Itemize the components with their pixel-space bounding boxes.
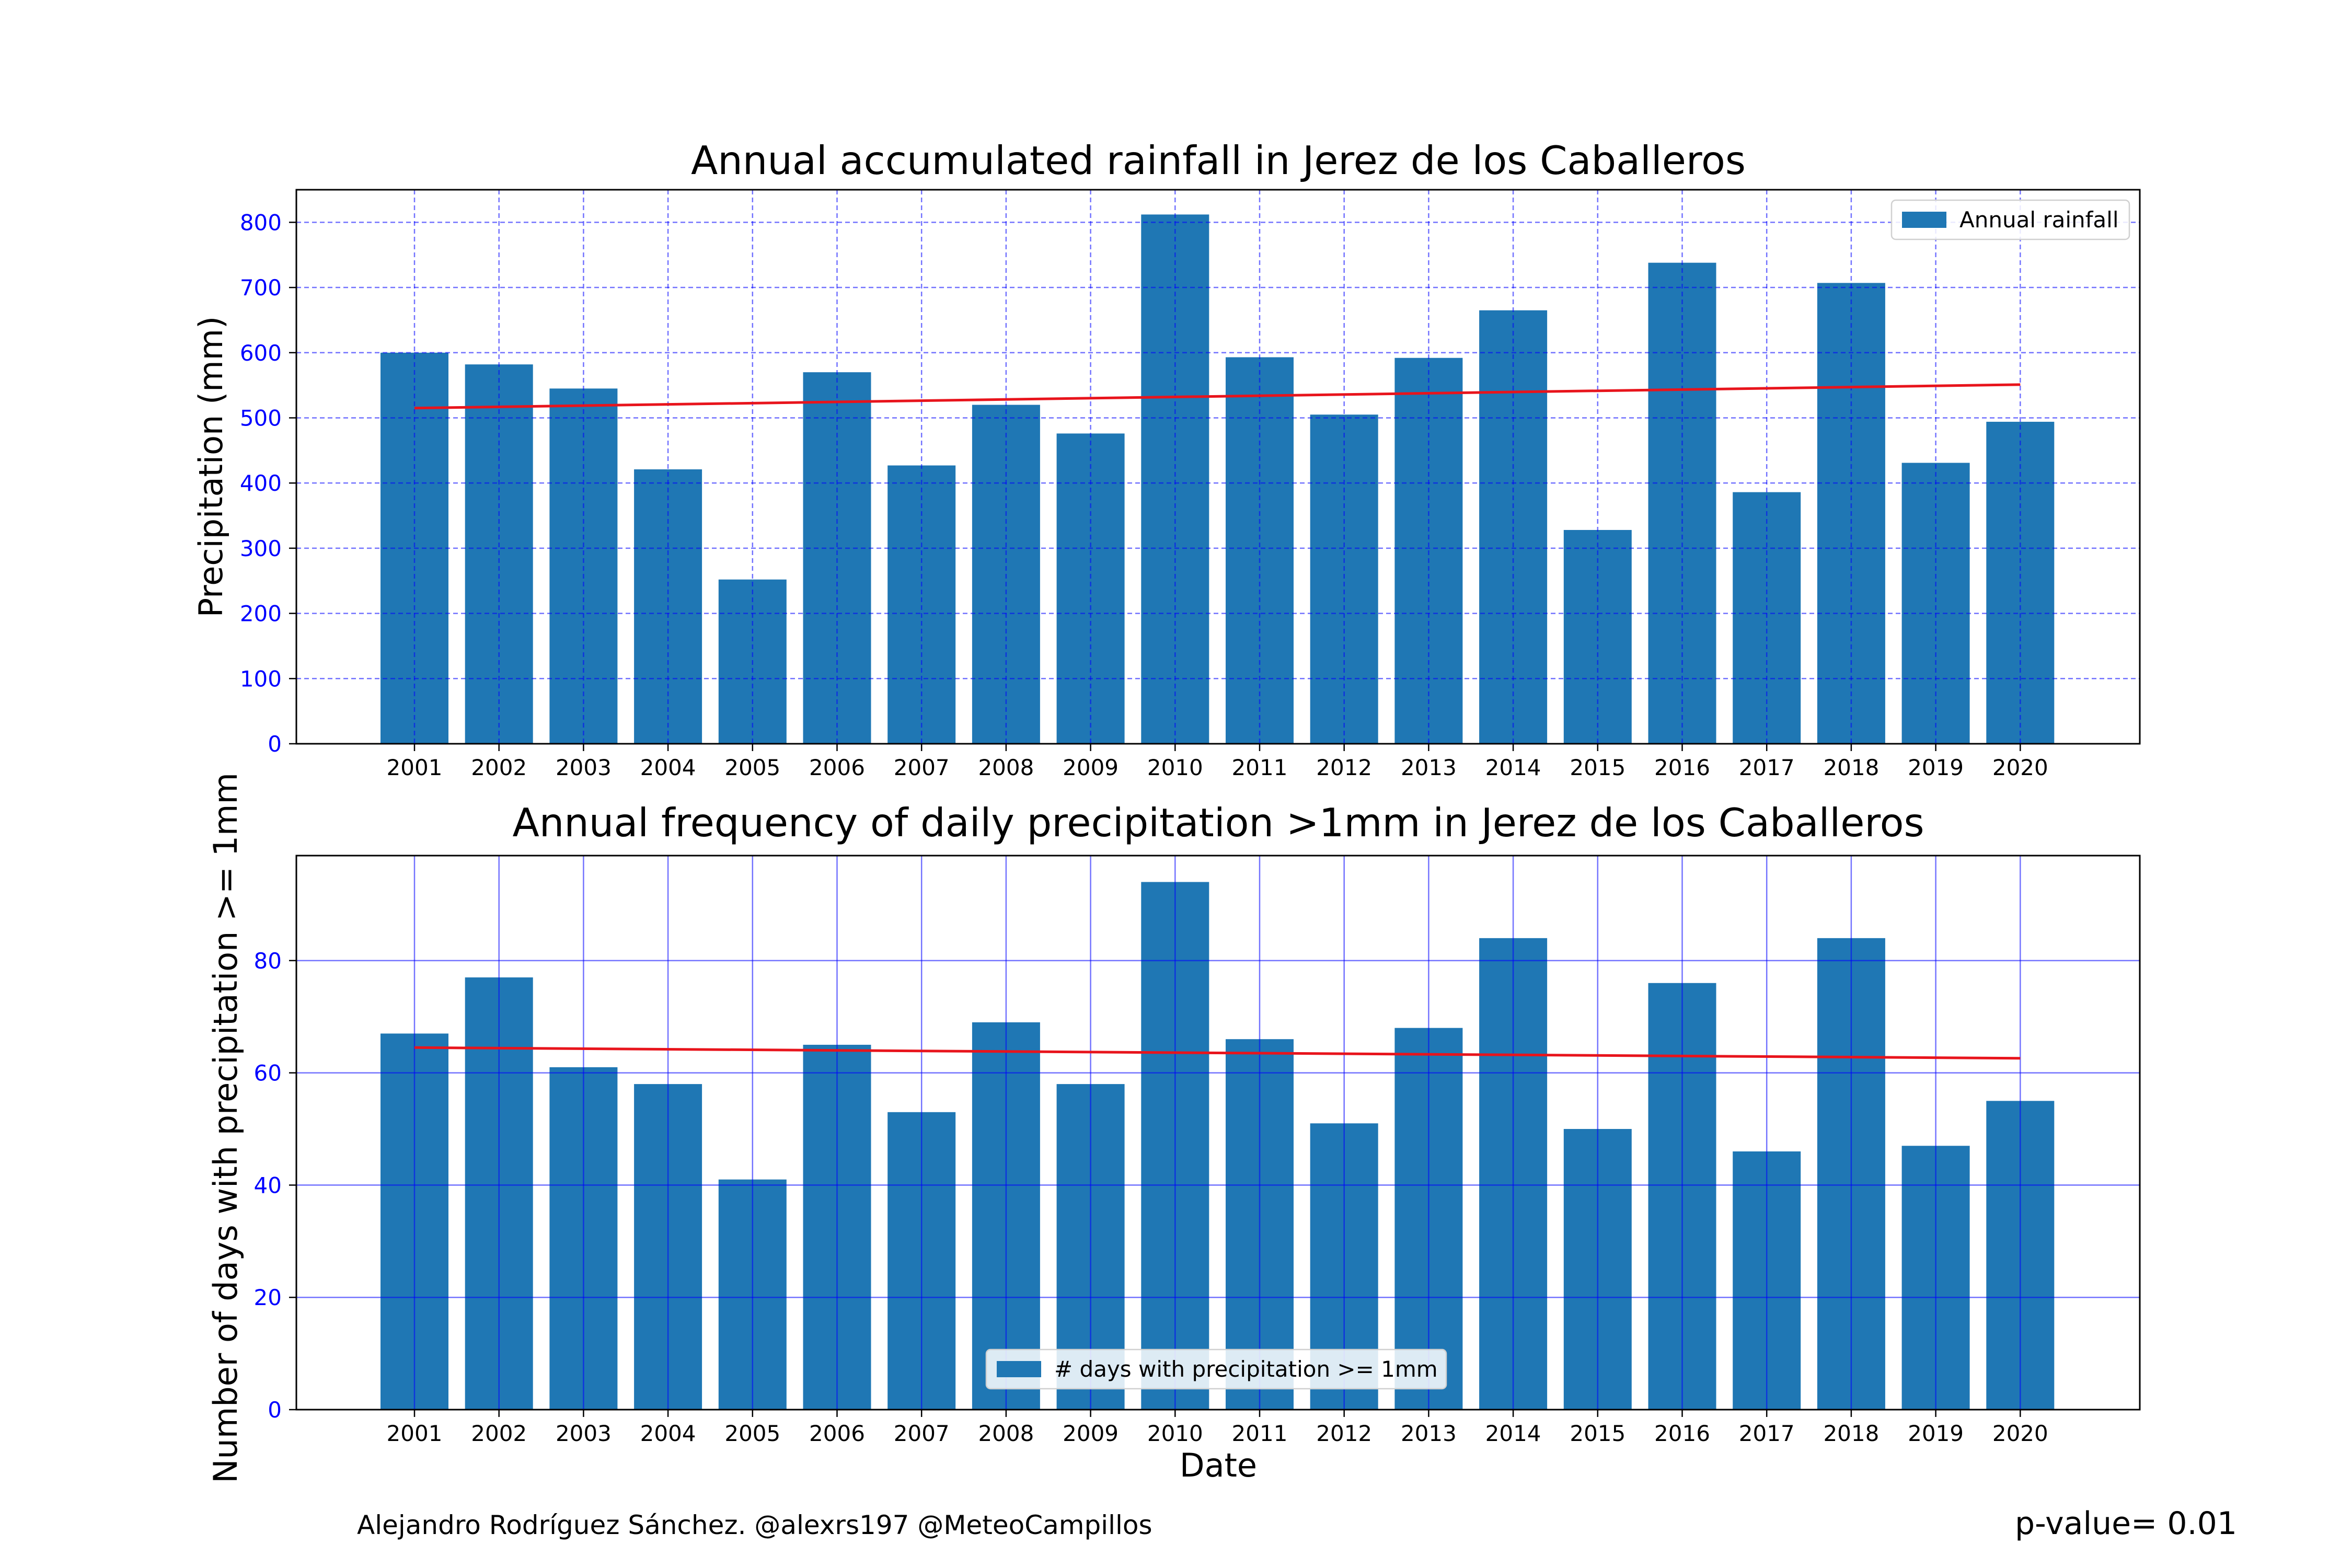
rainfall-legend-label: Annual rainfall (1959, 207, 2119, 233)
rainfall-ytick-label: 200 (240, 601, 282, 627)
frequency-xtick-label: 2007 (894, 1421, 950, 1446)
rainfall-bar-2019 (1901, 463, 1970, 744)
rainfall-xtick-label: 2015 (1570, 755, 1625, 780)
rainfall-xtick-label: 2016 (1654, 755, 1710, 780)
frequency-xtick-label: 2003 (556, 1421, 612, 1446)
frequency-xtick-label: 2002 (471, 1421, 527, 1446)
frequency-ytick-label: 40 (254, 1172, 282, 1198)
rainfall-xtick-label: 2008 (978, 755, 1034, 780)
rainfall-ytick-label: 100 (240, 666, 282, 691)
rainfall-xtick-label: 2009 (1063, 755, 1119, 780)
rainfall-xtick-label: 2005 (724, 755, 780, 780)
rainfall-legend-swatch (1902, 212, 1946, 228)
frequency-xtick-label: 2014 (1485, 1421, 1541, 1446)
frequency-legend-swatch (997, 1361, 1041, 1377)
rainfall-ytick-label: 400 (240, 470, 282, 496)
frequency-legend-box (985, 1348, 1447, 1390)
frequency-legend-label: # days with precipitation >= 1mm (1054, 1356, 1438, 1382)
rainfall-chart: Annual accumulated rainfall in Jerez de … (192, 137, 2141, 780)
frequency-ytick-label: 80 (254, 948, 282, 974)
rainfall-xtick-label: 2017 (1739, 755, 1795, 780)
rainfall-axes-frame (295, 189, 2141, 745)
frequency-xtick-label: 2004 (640, 1421, 696, 1446)
frequency-xtick-label: 2019 (1908, 1421, 1964, 1446)
rainfall-xtick-label: 2014 (1485, 755, 1541, 780)
rainfall-xtick-label: 2010 (1147, 755, 1203, 780)
rainfall-xtick-label: 2020 (1992, 755, 2048, 780)
frequency-xtick-label: 2008 (978, 1421, 1034, 1446)
frequency-legend: # days with precipitation >= 1mm (985, 1348, 1447, 1390)
frequency-y-axis-label: Number of days with precipitation >= 1mm (206, 773, 245, 1483)
rainfall-y-axis-label: Precipitation (mm) (192, 316, 230, 617)
frequency-xtick-label: 2013 (1401, 1421, 1457, 1446)
frequency-ytick-label: 0 (268, 1397, 282, 1423)
frequency-ytick-label: 60 (254, 1060, 282, 1086)
rainfall-xtick-label: 2019 (1908, 755, 1964, 780)
rainfall-ytick-label: 700 (240, 275, 282, 301)
rainfall-ytick-label: 500 (240, 405, 282, 431)
rainfall-xtick-label: 2011 (1232, 755, 1288, 780)
rainfall-xtick-label: 2013 (1401, 755, 1457, 780)
frequency-xtick-label: 2012 (1316, 1421, 1372, 1446)
rainfall-ytick-label: 600 (240, 340, 282, 366)
rainfall-legend-box (1890, 199, 2130, 240)
rainfall-bar-2012 (1310, 414, 1378, 744)
frequency-xtick-label: 2005 (724, 1421, 780, 1446)
rainfall-xtick-label: 2001 (387, 755, 443, 780)
frequency-xtick-label: 2020 (1992, 1421, 2048, 1446)
frequency-trend-line (414, 1046, 2021, 1060)
p-value-label: p-value= 0.01 (2015, 1505, 2237, 1542)
rainfall-xtick-label: 2007 (894, 755, 950, 780)
frequency-axes-frame (295, 855, 2141, 1411)
rainfall-ytick-label: 800 (240, 210, 282, 235)
rainfall-xtick-label: 2018 (1823, 755, 1879, 780)
author-credit: Alejandro Rodríguez Sánchez. @alexrs197 … (357, 1510, 1152, 1540)
frequency-xtick-label: 2006 (809, 1421, 865, 1446)
rainfall-ytick-label: 0 (268, 731, 282, 757)
frequency-xtick-label: 2010 (1147, 1421, 1203, 1446)
frequency-xtick-label: 2009 (1063, 1421, 1119, 1446)
rainfall-xtick-label: 2006 (809, 755, 865, 780)
frequency-xtick-label: 2018 (1823, 1421, 1879, 1446)
rainfall-chart-title: Annual accumulated rainfall in Jerez de … (691, 137, 1746, 183)
rainfall-xtick-label: 2002 (471, 755, 527, 780)
rainfall-ytick-label: 300 (240, 536, 282, 561)
rainfall-xtick-label: 2003 (556, 755, 612, 780)
frequency-xtick-label: 2017 (1739, 1421, 1795, 1446)
frequency-xtick-label: 2016 (1654, 1421, 1710, 1446)
frequency-x-axis-label: Date (1180, 1446, 1257, 1484)
rainfall-xtick-label: 2012 (1316, 755, 1372, 780)
frequency-chart-title: Annual frequency of daily precipitation … (512, 800, 1924, 846)
rainfall-xtick-label: 2004 (640, 755, 696, 780)
frequency-chart: Annual frequency of daily precipitation … (206, 773, 2141, 1484)
frequency-xtick-label: 2011 (1232, 1421, 1288, 1446)
rainfall-trend-line (414, 383, 2021, 410)
rainfall-legend: Annual rainfall (1890, 199, 2130, 240)
frequency-xtick-label: 2001 (387, 1421, 443, 1446)
frequency-xtick-label: 2015 (1570, 1421, 1625, 1446)
frequency-ytick-label: 20 (254, 1285, 282, 1310)
